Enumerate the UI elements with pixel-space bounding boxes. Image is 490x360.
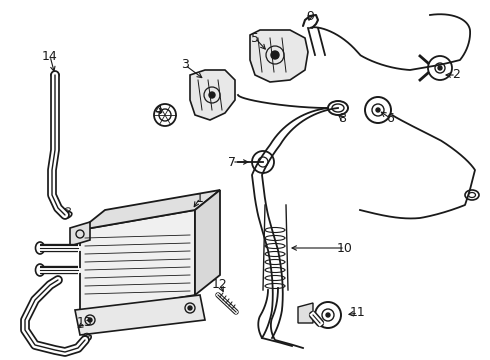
Circle shape — [209, 92, 215, 98]
Ellipse shape — [265, 284, 285, 288]
Polygon shape — [80, 190, 220, 230]
Ellipse shape — [265, 252, 285, 256]
Circle shape — [326, 313, 330, 317]
Polygon shape — [70, 222, 90, 246]
Ellipse shape — [465, 190, 479, 200]
Circle shape — [188, 306, 192, 310]
Ellipse shape — [265, 267, 285, 273]
Circle shape — [438, 66, 442, 70]
Text: 6: 6 — [386, 112, 394, 125]
Polygon shape — [75, 295, 205, 335]
Text: 1: 1 — [196, 192, 204, 204]
Text: 3: 3 — [181, 58, 189, 72]
Circle shape — [271, 51, 279, 59]
Text: 2: 2 — [452, 68, 460, 81]
Ellipse shape — [62, 212, 72, 218]
Polygon shape — [250, 30, 308, 82]
Circle shape — [365, 97, 391, 123]
Circle shape — [154, 104, 176, 126]
Polygon shape — [190, 70, 235, 120]
Text: 10: 10 — [337, 242, 353, 255]
Text: 7: 7 — [228, 156, 236, 168]
Text: 12: 12 — [212, 279, 228, 292]
Ellipse shape — [35, 242, 45, 254]
Circle shape — [315, 302, 341, 328]
Circle shape — [252, 151, 274, 173]
Circle shape — [428, 56, 452, 80]
Circle shape — [88, 318, 92, 322]
Polygon shape — [195, 190, 220, 295]
Ellipse shape — [265, 260, 285, 265]
Ellipse shape — [328, 101, 348, 115]
Ellipse shape — [265, 243, 285, 248]
Polygon shape — [298, 303, 313, 323]
Text: 8: 8 — [338, 112, 346, 125]
Text: 4: 4 — [154, 104, 162, 117]
Text: 5: 5 — [251, 31, 259, 45]
Polygon shape — [80, 210, 195, 315]
Ellipse shape — [35, 264, 45, 276]
Ellipse shape — [265, 235, 285, 240]
Text: 9: 9 — [306, 9, 314, 22]
Text: 14: 14 — [42, 49, 58, 63]
Ellipse shape — [83, 334, 91, 341]
Text: 13: 13 — [77, 316, 93, 329]
Text: 11: 11 — [350, 306, 366, 320]
Ellipse shape — [265, 228, 285, 233]
Circle shape — [376, 108, 380, 112]
Ellipse shape — [265, 275, 285, 280]
